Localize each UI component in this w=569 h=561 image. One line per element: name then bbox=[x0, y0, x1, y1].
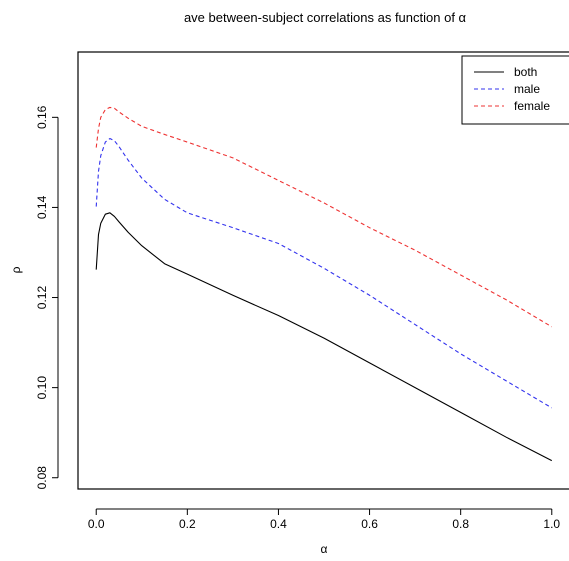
series-line-both bbox=[95, 212, 553, 462]
plot-area-border bbox=[77, 51, 569, 490]
series-line-female bbox=[95, 106, 553, 328]
y-tick-label: 0.08 bbox=[35, 466, 49, 490]
y-axis: 0.08 0.10 0.12 0.14 0.16 bbox=[35, 105, 59, 490]
legend-box bbox=[461, 55, 569, 125]
y-tick-label: 0.12 bbox=[35, 286, 49, 310]
x-tick-label: 0.8 bbox=[452, 517, 469, 531]
x-tick-label: 0.0 bbox=[88, 517, 105, 531]
y-axis-label: ρ bbox=[9, 266, 23, 273]
chart-title: ave between-subject correlations as func… bbox=[184, 10, 467, 25]
y-tick-label: 0.14 bbox=[35, 195, 49, 219]
legend-label-female: female bbox=[514, 99, 550, 113]
x-tick-label: 1.0 bbox=[543, 517, 560, 531]
series-line-male bbox=[95, 137, 553, 409]
legend-label-male: male bbox=[514, 82, 540, 96]
x-axis-label: α bbox=[321, 542, 328, 556]
y-tick-label: 0.10 bbox=[35, 376, 49, 400]
series-layer bbox=[95, 106, 553, 462]
legend-label-both: both bbox=[514, 65, 537, 79]
x-tick-label: 0.2 bbox=[179, 517, 196, 531]
legend: both male female bbox=[461, 55, 569, 125]
x-axis: 0.0 0.2 0.4 0.6 0.8 1.0 bbox=[88, 508, 560, 531]
x-tick-label: 0.4 bbox=[270, 517, 287, 531]
x-tick-label: 0.6 bbox=[361, 517, 378, 531]
y-tick-label: 0.16 bbox=[35, 105, 49, 129]
